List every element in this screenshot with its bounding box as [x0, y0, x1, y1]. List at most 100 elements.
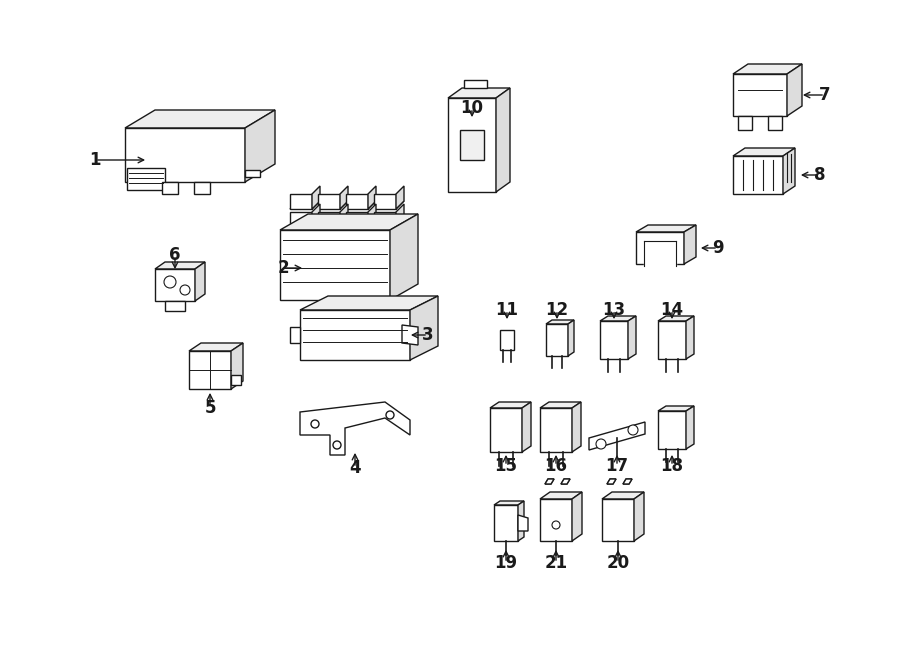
Polygon shape	[733, 148, 795, 156]
Polygon shape	[561, 479, 570, 484]
Polygon shape	[290, 194, 312, 209]
Circle shape	[311, 420, 319, 428]
Polygon shape	[189, 351, 231, 389]
Text: 16: 16	[544, 457, 568, 475]
Text: 3: 3	[422, 326, 434, 344]
Polygon shape	[490, 408, 522, 452]
Text: 8: 8	[814, 166, 826, 184]
Polygon shape	[290, 212, 312, 227]
Polygon shape	[127, 168, 165, 190]
Text: 9: 9	[712, 239, 724, 257]
Text: 1: 1	[89, 151, 101, 169]
Polygon shape	[518, 515, 528, 531]
Polygon shape	[155, 262, 205, 269]
Text: 19: 19	[494, 554, 518, 572]
Polygon shape	[636, 232, 684, 264]
Polygon shape	[733, 74, 787, 116]
Polygon shape	[280, 214, 418, 230]
Polygon shape	[602, 499, 634, 541]
Polygon shape	[155, 269, 195, 301]
Polygon shape	[686, 316, 694, 359]
Polygon shape	[374, 201, 404, 209]
Polygon shape	[318, 212, 340, 227]
Polygon shape	[318, 201, 348, 209]
Polygon shape	[600, 321, 628, 359]
Polygon shape	[733, 156, 783, 194]
Polygon shape	[787, 64, 802, 116]
Polygon shape	[245, 170, 260, 177]
Polygon shape	[402, 325, 418, 345]
Polygon shape	[245, 110, 275, 182]
Polygon shape	[540, 499, 572, 541]
Text: 2: 2	[277, 259, 289, 277]
Circle shape	[596, 439, 606, 449]
Polygon shape	[318, 194, 340, 209]
Polygon shape	[448, 98, 496, 192]
Text: 17: 17	[606, 457, 628, 475]
Polygon shape	[300, 402, 410, 455]
Polygon shape	[300, 296, 438, 310]
Polygon shape	[589, 422, 645, 450]
Text: 5: 5	[204, 399, 216, 417]
Polygon shape	[312, 204, 320, 227]
Polygon shape	[636, 225, 696, 232]
Text: 14: 14	[661, 301, 684, 319]
Text: 13: 13	[602, 301, 626, 319]
Polygon shape	[165, 301, 185, 311]
Text: 21: 21	[544, 554, 568, 572]
Polygon shape	[623, 479, 632, 484]
Polygon shape	[545, 479, 554, 484]
Circle shape	[333, 441, 341, 449]
Polygon shape	[494, 501, 524, 505]
Polygon shape	[340, 204, 348, 227]
Polygon shape	[374, 194, 396, 209]
Polygon shape	[658, 321, 686, 359]
Polygon shape	[448, 88, 510, 98]
Text: 11: 11	[496, 301, 518, 319]
Polygon shape	[396, 204, 404, 227]
Polygon shape	[280, 230, 390, 300]
Polygon shape	[607, 479, 616, 484]
Circle shape	[386, 411, 394, 419]
Polygon shape	[390, 214, 418, 300]
Polygon shape	[318, 219, 348, 227]
Polygon shape	[607, 479, 616, 484]
Polygon shape	[684, 225, 696, 264]
Polygon shape	[568, 320, 574, 356]
Polygon shape	[658, 406, 694, 411]
Circle shape	[164, 276, 176, 288]
Polygon shape	[346, 194, 368, 209]
Polygon shape	[490, 402, 531, 408]
Polygon shape	[290, 201, 320, 209]
Polygon shape	[572, 492, 582, 541]
Polygon shape	[522, 402, 531, 452]
Polygon shape	[602, 492, 644, 499]
Polygon shape	[572, 402, 581, 452]
Polygon shape	[768, 116, 782, 130]
Polygon shape	[374, 219, 404, 227]
Polygon shape	[189, 343, 243, 351]
Polygon shape	[686, 406, 694, 449]
Polygon shape	[231, 375, 241, 385]
Polygon shape	[464, 80, 487, 88]
Polygon shape	[546, 324, 568, 356]
Polygon shape	[561, 479, 570, 484]
Text: 15: 15	[494, 457, 518, 475]
Text: 4: 4	[349, 459, 361, 477]
Polygon shape	[231, 343, 243, 389]
Polygon shape	[346, 212, 368, 227]
Polygon shape	[346, 219, 376, 227]
Text: 7: 7	[819, 86, 831, 104]
Polygon shape	[738, 116, 752, 130]
Polygon shape	[460, 130, 484, 160]
Polygon shape	[374, 212, 396, 227]
Polygon shape	[290, 219, 320, 227]
Polygon shape	[346, 201, 376, 209]
Polygon shape	[540, 402, 581, 408]
Polygon shape	[162, 182, 178, 194]
Polygon shape	[658, 411, 686, 449]
Polygon shape	[783, 148, 795, 194]
Polygon shape	[628, 316, 636, 359]
Polygon shape	[125, 110, 275, 128]
Polygon shape	[368, 186, 376, 209]
